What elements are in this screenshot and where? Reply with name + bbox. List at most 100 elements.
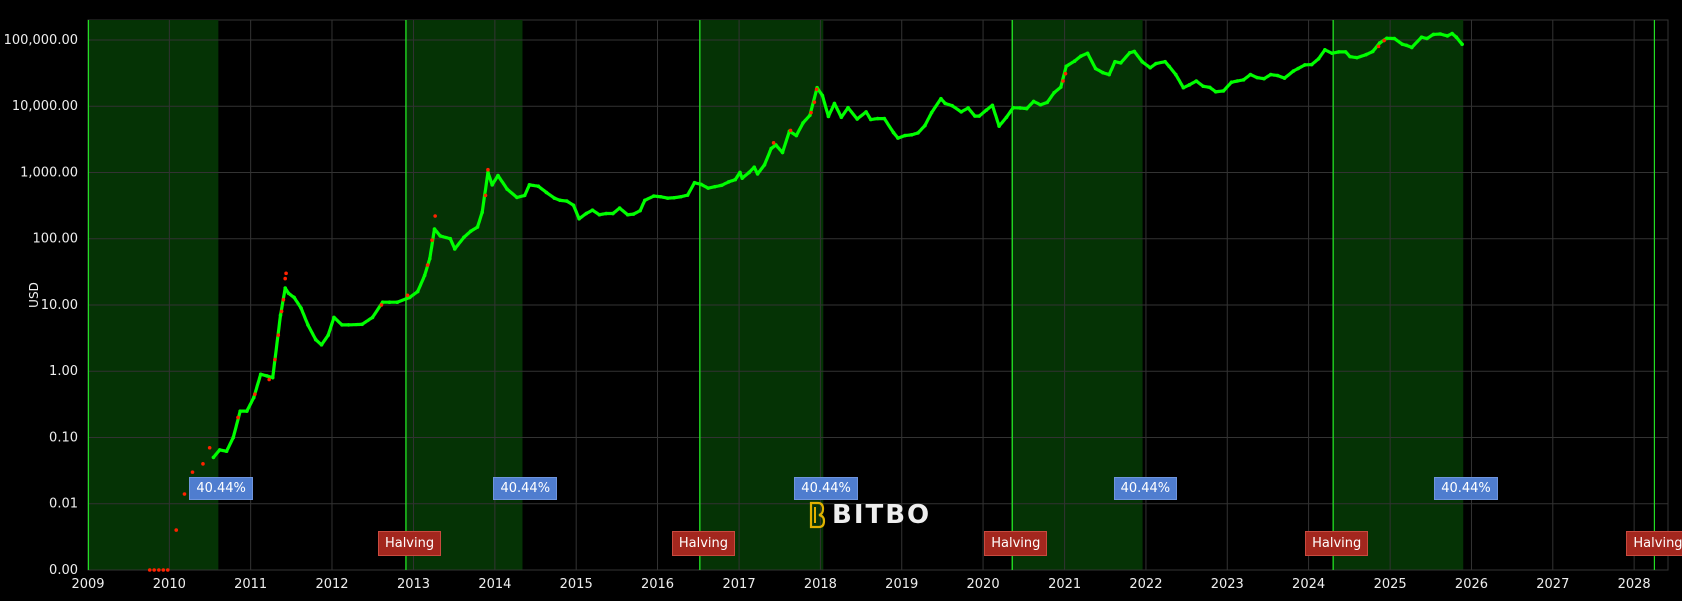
price-point-hot — [157, 568, 161, 572]
price-point — [1132, 49, 1137, 54]
price-point — [762, 163, 767, 167]
price-point — [1018, 106, 1022, 110]
price-point — [916, 131, 920, 135]
price-point-hot — [788, 128, 793, 133]
price-point — [713, 184, 717, 189]
y-tick-label: 10.00 — [41, 298, 78, 313]
period-gain-badge: 40.44% — [794, 477, 858, 500]
price-point-hot — [147, 568, 152, 572]
price-point — [604, 211, 608, 216]
price-point — [1201, 84, 1206, 89]
price-point — [306, 323, 310, 327]
x-tick-label: 2018 — [804, 577, 837, 592]
price-point — [1364, 52, 1368, 57]
price-point — [1118, 61, 1123, 65]
price-point — [415, 289, 420, 294]
price-point — [672, 195, 676, 200]
x-tick-label: 2027 — [1536, 577, 1569, 592]
price-point — [1154, 61, 1158, 66]
price-point — [1392, 36, 1397, 41]
x-tick-label: 2022 — [1129, 577, 1162, 592]
price-point — [747, 170, 751, 175]
price-point-hot — [182, 492, 187, 496]
price-point — [1064, 64, 1068, 69]
price-point-hot — [190, 470, 195, 474]
price-point — [1282, 76, 1287, 80]
period-gain-badge: 40.44% — [1434, 477, 1498, 500]
price-point — [755, 172, 760, 176]
price-point — [1213, 89, 1218, 94]
price-point — [909, 133, 914, 137]
price-point — [1079, 54, 1083, 58]
price-point — [1262, 76, 1266, 81]
price-point — [245, 409, 249, 413]
price-point — [1291, 69, 1296, 73]
price-point — [692, 180, 697, 185]
price-point — [462, 235, 466, 240]
price-point-hot — [1061, 79, 1065, 83]
price-point — [839, 115, 844, 120]
price-point — [625, 212, 630, 217]
price-point — [1404, 43, 1409, 48]
y-tick-label: 100,000.00 — [4, 33, 78, 48]
price-point — [565, 199, 569, 203]
price-point — [651, 194, 656, 198]
price-point — [864, 110, 868, 114]
x-tick-label: 2011 — [234, 577, 267, 592]
price-point — [699, 182, 703, 187]
price-point — [584, 211, 589, 216]
price-point — [1229, 80, 1234, 85]
price-point — [1208, 85, 1212, 90]
price-point — [360, 322, 364, 327]
price-point — [1275, 73, 1280, 78]
price-point — [395, 300, 400, 305]
halving-badge: Halving — [984, 531, 1048, 556]
price-point — [679, 194, 683, 199]
price-point — [769, 146, 773, 151]
price-point — [346, 323, 351, 327]
price-point-hot — [165, 568, 170, 572]
price-point — [448, 236, 453, 241]
y-tick-label: 1,000.00 — [20, 165, 78, 180]
price-point-hot — [483, 193, 488, 198]
price-point — [505, 187, 509, 191]
x-tick-label: 2017 — [723, 577, 756, 592]
price-point — [496, 173, 500, 178]
price-point — [332, 315, 336, 320]
halving-badge: Halving — [377, 531, 442, 556]
price-point-hot — [281, 297, 286, 302]
price-point — [685, 193, 690, 197]
x-tick-label: 2015 — [560, 577, 593, 592]
price-point — [231, 435, 236, 440]
price-point — [370, 315, 375, 320]
halving-badge: Halving — [671, 531, 735, 556]
price-point — [875, 116, 880, 121]
price-point-hot — [1063, 71, 1068, 76]
price-point-hot — [201, 462, 205, 466]
price-point — [826, 114, 831, 119]
price-point — [950, 103, 954, 108]
price-point — [1052, 90, 1056, 95]
price-point — [1241, 78, 1246, 82]
x-tick-label: 2026 — [1455, 577, 1488, 592]
price-point — [923, 123, 927, 128]
price-point — [929, 110, 934, 115]
x-tick-label: 2012 — [315, 577, 348, 592]
x-tick-label: 2028 — [1618, 577, 1651, 592]
price-point — [536, 184, 541, 189]
y-tick-label: 0.00 — [49, 563, 78, 578]
price-point — [1107, 72, 1111, 77]
price-point-hot — [152, 568, 156, 572]
price-point — [407, 295, 412, 300]
price-point — [469, 229, 473, 233]
price-point — [258, 372, 263, 377]
price-point — [292, 295, 296, 300]
price-point — [278, 313, 283, 318]
period-gain-badge: 40.44% — [189, 477, 253, 500]
price-point — [515, 195, 519, 200]
price-point — [658, 194, 663, 199]
price-point — [590, 208, 595, 212]
price-point — [1316, 56, 1321, 61]
